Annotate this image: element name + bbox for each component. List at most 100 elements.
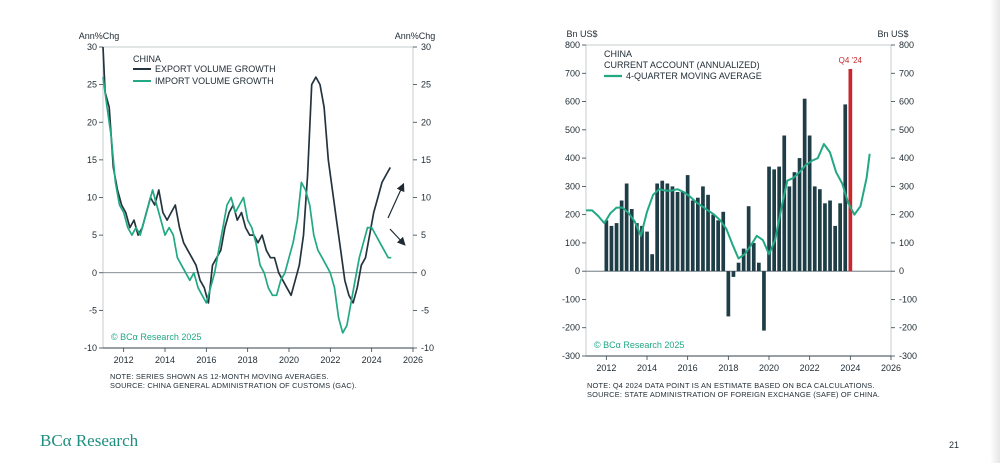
right-y-tick-label-left: 0: [575, 266, 580, 276]
left-y-axis-label-right: Ann%Chg: [395, 31, 436, 41]
right-bar: [665, 183, 670, 272]
right-legend-label: 4-QUARTER MOVING AVERAGE: [626, 71, 762, 81]
right-bar: [645, 231, 649, 272]
right-x-tick-label: 2016: [678, 363, 698, 373]
left-y-tick-label-left: 0: [92, 268, 97, 278]
right-y-tick-label-right: 400: [899, 153, 914, 163]
right-y-tick-label-left: 200: [565, 210, 580, 220]
left-legend-label: IMPORT VOLUME GROWTH: [155, 76, 274, 86]
right-y-tick-label-left: 600: [565, 97, 580, 107]
right-bar: [762, 271, 766, 331]
right-x-tick-label: 2020: [759, 363, 779, 373]
left-watermark: © BCα Research 2025: [111, 332, 201, 342]
right-bar: [670, 186, 675, 272]
right-bar: [701, 186, 705, 272]
current-account-chart: -300 -300 -200 -200 -100 -100 0 0 100 100 200 200 30…: [562, 29, 917, 373]
right-bar: [797, 158, 802, 272]
right-x-tick-label: 2024: [840, 363, 860, 373]
right-bar: [619, 200, 624, 272]
right-y-tick-label-left: -100: [562, 294, 580, 304]
right-bar: [660, 180, 665, 272]
left-y-tick-label-right: 0: [421, 268, 426, 278]
left-y-tick-label-left: 25: [87, 80, 97, 90]
left-y-tick-label-right: 25: [421, 80, 431, 90]
right-bar: [823, 203, 827, 272]
page-edge-shadow: [990, 0, 1000, 463]
export-import-chart-panel: -10 -10 -5 -5 0 0 5 5 10 10 15 15 20 20 25 25 30 30 2012 20…: [0, 0, 500, 400]
right-y-tick-label-left: -200: [562, 323, 580, 333]
right-bar: [614, 223, 619, 272]
left-y-tick-label-left: 15: [87, 155, 97, 165]
right-bar: [706, 194, 710, 272]
right-x-tick-label: 2012: [596, 363, 616, 373]
right-bar: [609, 225, 614, 272]
right-bar: [635, 223, 639, 272]
right-y-tick-label-right: -100: [899, 294, 917, 304]
right-y-tick-label-right: -300: [899, 351, 917, 361]
right-y-tick-label-left: 300: [565, 181, 580, 191]
right-bar: [843, 104, 848, 272]
right-x-tick-label: 2018: [718, 363, 738, 373]
right-bar: [675, 192, 680, 272]
right-bar: [680, 192, 685, 272]
left-y-tick-label-right: 20: [421, 117, 431, 127]
right-bar: [807, 135, 812, 272]
right-bar: [772, 169, 776, 272]
right-chart-title: CHINA: [604, 49, 632, 59]
right-bar: [838, 203, 842, 272]
right-y-axis-label-left: Bn US$: [566, 29, 597, 39]
left-chart-note: NOTE: SERIES SHOWN AS 12-MONTH MOVING AV…: [110, 372, 329, 381]
right-y-tick-label-right: 500: [899, 125, 914, 135]
left-y-tick-label-right: 30: [421, 42, 431, 52]
right-bar: [818, 189, 822, 272]
bca-research-logo: BCα Research: [40, 431, 139, 450]
left-plot-frame: [102, 46, 414, 349]
left-series-line-import: [102, 76, 392, 334]
right-bar: [696, 197, 700, 272]
right-bar: [741, 248, 746, 272]
right-bar: [650, 254, 654, 272]
left-y-tick-label-left: 30: [87, 42, 97, 52]
right-bar: [767, 166, 771, 272]
left-x-tick-label: 2012: [114, 355, 134, 365]
right-y-tick-label-right: 700: [899, 68, 914, 78]
left-x-tick-label: 2018: [238, 355, 258, 365]
left-chart-source: SOURCE: CHINA GENERAL ADMINISTRATION OF …: [110, 381, 357, 390]
left-y-tick-label-right: 10: [421, 193, 431, 203]
right-y-tick-label-left: 700: [565, 68, 580, 78]
left-chart-title: CHINA: [133, 54, 161, 64]
right-y-tick-label-left: -300: [562, 351, 580, 361]
right-bar: [751, 242, 756, 272]
right-bar: [731, 271, 736, 277]
right-bar: [624, 183, 629, 272]
right-bar: [812, 186, 817, 272]
right-chart-note: NOTE: Q4 2024 DATA POINT IS AN ESTIMATE …: [587, 381, 875, 390]
right-bar: [833, 225, 837, 272]
right-y-tick-label-right: 100: [899, 238, 914, 248]
left-x-tick-label: 2020: [279, 355, 299, 365]
left-arrow-down: [389, 228, 406, 246]
right-y-tick-label-right: 300: [899, 181, 914, 191]
left-y-tick-label-left: 20: [87, 117, 97, 127]
right-bar: [640, 225, 644, 272]
right-bar: [690, 200, 695, 272]
left-y-tick-label-left: -10: [84, 343, 97, 353]
right-bar: [802, 98, 807, 272]
right-y-tick-label-right: 0: [899, 266, 904, 276]
right-bar: [655, 183, 659, 272]
right-bar: [685, 175, 690, 272]
left-y-tick-label-left: -5: [89, 305, 97, 315]
right-x-tick-label: 2022: [800, 363, 820, 373]
current-account-chart-panel: -300 -300 -200 -200 -100 -100 0 0 100 100 200 200 30…: [500, 0, 1000, 400]
right-bar: [757, 262, 761, 272]
right-bar: [736, 262, 741, 272]
right-chart-subtitle: CURRENT ACCOUNT (ANNUALIZED): [604, 60, 760, 70]
right-bar: [782, 135, 787, 272]
left-x-tick-label: 2016: [196, 355, 216, 365]
left-arrow-up: [387, 182, 405, 219]
page-number: 21: [949, 440, 960, 450]
left-y-tick-label-right: -10: [421, 343, 434, 353]
left-legend-label: EXPORT VOLUME GROWTH: [155, 64, 276, 74]
right-chart-source: SOURCE: STATE ADMINISTRATION OF FOREIGN …: [587, 390, 881, 399]
right-bar: [629, 209, 634, 272]
